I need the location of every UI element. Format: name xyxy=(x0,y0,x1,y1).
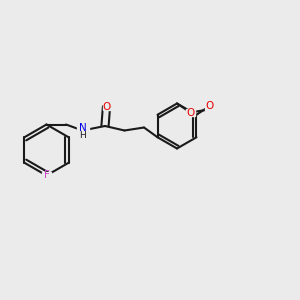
Text: H: H xyxy=(79,131,86,140)
Bar xyxy=(103,103,110,110)
Bar xyxy=(42,172,51,179)
Bar xyxy=(206,102,214,110)
Text: N: N xyxy=(79,123,86,133)
Text: F: F xyxy=(44,170,50,181)
Bar xyxy=(76,126,88,135)
Text: O: O xyxy=(186,107,195,118)
Text: O: O xyxy=(206,101,214,111)
Bar xyxy=(186,109,195,116)
Text: O: O xyxy=(102,101,111,112)
